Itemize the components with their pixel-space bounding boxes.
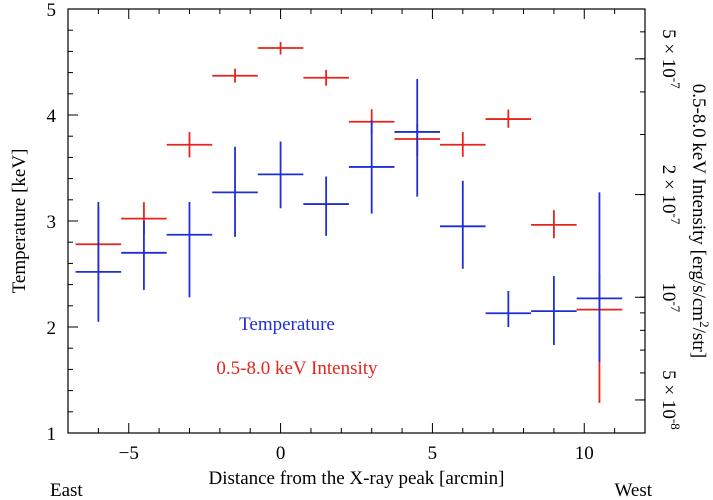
y2-tick-label: 10-7 xyxy=(658,282,683,312)
x-tick-label: −5 xyxy=(119,443,139,464)
x-tick-label: 0 xyxy=(276,443,286,464)
y-tick-label: 2 xyxy=(47,318,57,339)
x-tick-label: 10 xyxy=(575,443,594,464)
y2-title-part: /str] xyxy=(688,328,709,359)
tick-marks xyxy=(67,8,646,434)
y2-tick-exponent: -8 xyxy=(668,419,683,430)
y-axis-title: Temperature [keV] xyxy=(9,149,30,294)
y2-tick-label: 5 × 10-8 xyxy=(658,370,683,430)
y2-tick-mantissa: 2 × 10 xyxy=(658,165,679,214)
y2-tick-label: 5 × 10-7 xyxy=(658,29,683,89)
y-tick-label: 1 xyxy=(47,424,57,445)
direction-east-label: East xyxy=(50,480,83,500)
y2-tick-mantissa: 10 xyxy=(658,282,679,301)
direction-west-label: West xyxy=(614,480,652,500)
legend-intensity: 0.5-8.0 keV Intensity xyxy=(216,358,378,379)
y2-tick-mantissa: 5 × 10 xyxy=(658,29,679,78)
y2-tick-label: 2 × 10-7 xyxy=(658,165,683,225)
series-temperature xyxy=(75,78,623,362)
y2-tick-exponent: -7 xyxy=(668,301,683,312)
series-layer xyxy=(75,42,623,403)
y2-tick-mantissa: 5 × 10 xyxy=(658,370,679,419)
x-tick-label: 5 xyxy=(428,443,438,464)
y2-tick-exponent: -7 xyxy=(668,214,683,225)
y-tick-label: 3 xyxy=(47,212,57,233)
y2-tick-exponent: -7 xyxy=(668,78,683,89)
y-tick-label: 4 xyxy=(47,106,57,127)
y-tick-label: 5 xyxy=(47,0,57,21)
legend-temperature: Temperature xyxy=(239,314,335,335)
y2-axis-title: 0.5-8.0 keV Intensity [erg/s/cm2/str] xyxy=(688,84,712,358)
y2-title-part: 0.5-8.0 keV Intensity [erg/s/cm xyxy=(688,84,709,322)
y2-title-superscript: 2 xyxy=(697,321,712,328)
series-intensity xyxy=(75,42,623,403)
x-axis-title: Distance from the X-ray peak [arcmin] xyxy=(209,468,505,489)
